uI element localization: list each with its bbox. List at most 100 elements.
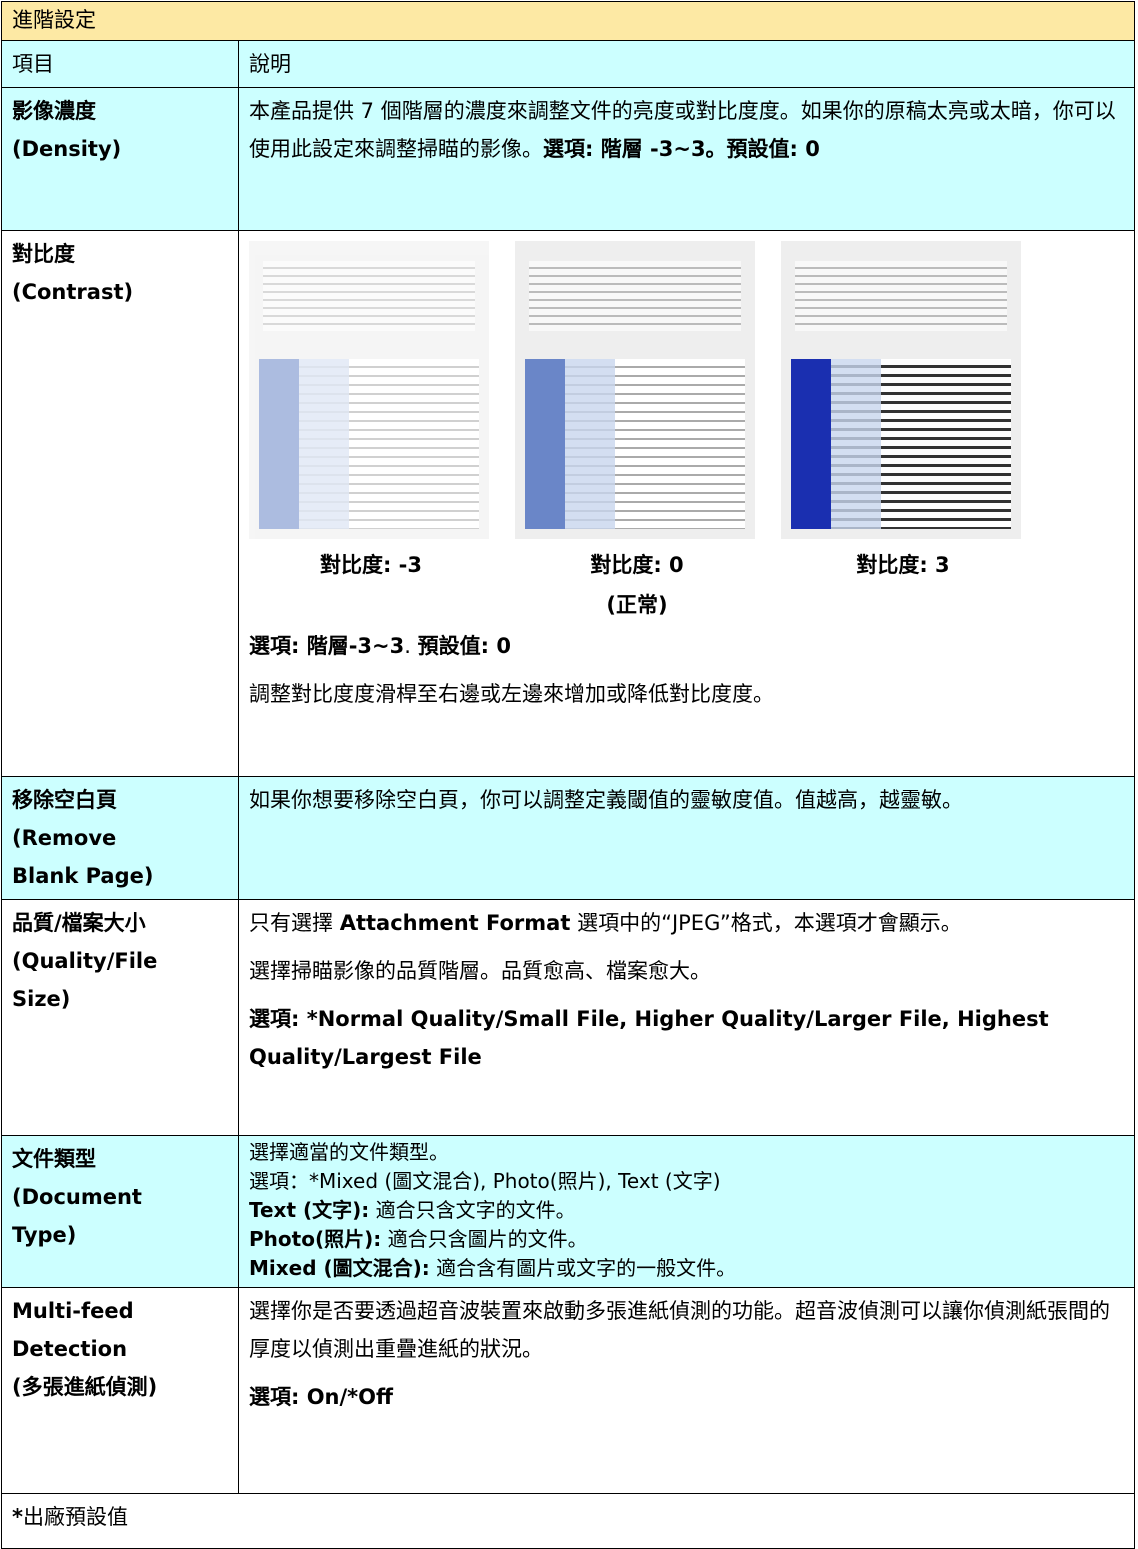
text-run: 選擇你是否要透過超音波裝置來啟動多張進紙偵測的功能。超音波偵測可以讓你偵測紙張間…	[249, 1299, 1110, 1361]
item-label: Type)	[12, 1223, 77, 1247]
scan-image	[515, 241, 755, 539]
text-run: 適合只含圖片的文件。	[381, 1227, 588, 1251]
item-row: 移除空白頁 (Remove Blank Page) 如果你想要移除空白頁，你可以調整定…	[1, 776, 1135, 900]
scan-detail	[795, 261, 1007, 331]
paragraph: 如果你想要移除空白頁，你可以調整定義閾值的靈敏度值。值越高，越靈敏。	[249, 781, 1126, 819]
text-run: Photo(照片):	[249, 1227, 382, 1251]
text-run: Mixed (圖文混合):	[249, 1256, 430, 1280]
scan-detail	[525, 359, 565, 529]
item-label: Multi-feed	[12, 1299, 134, 1323]
text-run: 選擇適當的文件類型。	[249, 1140, 449, 1164]
footer-cell: *出廠預設值	[1, 1493, 1135, 1549]
item-cell: 移除空白頁 (Remove Blank Page)	[1, 776, 239, 900]
paragraph: 選擇適當的文件類型。	[249, 1138, 1126, 1167]
description-cell: 如果你想要移除空白頁，你可以調整定義閾值的靈敏度值。值越高，越靈敏。	[238, 776, 1135, 900]
paragraph: Mixed (圖文混合): 適合含有圖片或文字的一般文件。	[249, 1254, 1126, 1283]
item-label: Size)	[12, 987, 71, 1011]
item-label: (Remove	[12, 826, 117, 850]
scan-detail	[263, 261, 475, 331]
paragraph: 選項: 階層-3~3. 預設值: 0	[249, 627, 1126, 665]
text-run: 本產品提供 7 個階層的濃度來調整文件的亮度或對比度度。如果你的原稿太亮或太暗，…	[249, 99, 1116, 161]
item-row: 品質/檔案大小 (Quality/File Size) 只有選擇 Attachment…	[1, 899, 1135, 1136]
text-run: 出廠預設值	[22, 1505, 128, 1529]
description-cell: 選擇你是否要透過超音波裝置來啟動多張進紙偵測的功能。超音波偵測可以讓你偵測紙張間…	[238, 1287, 1135, 1494]
scan-detail	[259, 359, 299, 529]
text-run: 選項: On/*Off	[249, 1385, 394, 1409]
figure: 對比度: -3	[249, 241, 493, 625]
text-run: Attachment Format	[339, 911, 571, 935]
item-row: 文件類型 (Document Type) 選擇適當的文件類型。選項：*Mixed (圖…	[1, 1135, 1135, 1288]
paragraph: 選項: *Normal Quality/Small File, Higher Q…	[249, 1000, 1126, 1076]
item-label: (Density)	[12, 137, 122, 161]
paragraph: Photo(照片): 適合只含圖片的文件。	[249, 1225, 1126, 1254]
scan-image	[781, 241, 1021, 539]
text-run: Text (文字):	[249, 1198, 370, 1222]
item-cell: 對比度 (Contrast)	[1, 230, 239, 777]
description-cell: 本產品提供 7 個階層的濃度來調整文件的亮度或對比度度。如果你的原稿太亮或太暗，…	[238, 87, 1135, 231]
caption: 對比度: 0	[590, 553, 684, 577]
scan-image	[249, 241, 489, 539]
paragraph: 本產品提供 7 個階層的濃度來調整文件的亮度或對比度度。如果你的原稿太亮或太暗，…	[249, 92, 1126, 168]
caption: 對比度: -3	[319, 553, 423, 577]
item-label: 品質/檔案大小	[12, 911, 146, 935]
title-cell: 進階設定	[1, 1, 1135, 41]
scan-detail	[791, 359, 831, 529]
text-run: 調整對比度度滑桿至右邊或左邊來增加或降低對比度度。	[249, 682, 774, 706]
scan-detail	[831, 359, 881, 529]
figure: 對比度: 0 (正常)	[515, 241, 759, 625]
text-run: *	[12, 1505, 23, 1529]
text-run: 選項: *Normal Quality/Small File, Higher Q…	[249, 1007, 1049, 1069]
text-run: 如果你想要移除空白頁，你可以調整定義閾值的靈敏度值。值越高，越靈敏。	[249, 788, 963, 812]
description-cell: 對比度: -3 對比度: 0 (正常) 對比度: 3 選項: 階層-3~3. 預設值: …	[238, 230, 1135, 777]
item-row: Multi-feed Detection (多張進紙偵測) 選擇你是否要透過超音波裝置…	[1, 1287, 1135, 1494]
column-header: 說明	[238, 40, 1135, 88]
item-label: (Contrast)	[12, 280, 134, 304]
text-run: 選項: 階層-3~3	[249, 634, 405, 658]
item-label: (Document	[12, 1185, 142, 1209]
item-cell: Multi-feed Detection (多張進紙偵測)	[1, 1287, 239, 1494]
footer-row: *出廠預設值	[1, 1493, 1135, 1549]
caption: 對比度: 3	[856, 553, 950, 577]
item-label: Detection	[12, 1337, 128, 1361]
item-label: 移除空白頁	[12, 788, 117, 812]
item-row: 對比度 (Contrast) 對比度: -3 對比度: 0 (正常) 對比度: 3 選項: …	[1, 230, 1135, 777]
item-label: (Quality/File	[12, 949, 158, 973]
item-label: (多張進紙偵測)	[12, 1375, 158, 1399]
scan-detail	[529, 261, 741, 331]
item-label: 文件類型	[12, 1147, 96, 1171]
text-run: 適合含有圖片或文字的一般文件。	[429, 1256, 737, 1280]
column-header-row: 項目 說明	[1, 40, 1135, 88]
scan-detail	[299, 359, 349, 529]
paragraph: Text (文字): 適合只含文字的文件。	[249, 1196, 1126, 1225]
item-label: Blank Page)	[12, 864, 154, 888]
text-run: .	[404, 634, 418, 658]
item-cell: 品質/檔案大小 (Quality/File Size)	[1, 899, 239, 1136]
item-label: 影像濃度	[12, 99, 96, 123]
image-row: 對比度: -3 對比度: 0 (正常) 對比度: 3	[249, 241, 1126, 625]
text-run: 只有選擇	[249, 911, 340, 935]
paragraph: 只有選擇 Attachment Format 選項中的“JPEG”格式，本選項才…	[249, 904, 1126, 942]
caption: (正常)	[606, 593, 668, 617]
text-run: 選項: 階層 -3~3。預設值: 0	[543, 137, 820, 161]
description-cell: 選擇適當的文件類型。選項：*Mixed (圖文混合), Photo(照片), T…	[238, 1135, 1135, 1288]
text-run: 選項：*Mixed (圖文混合), Photo(照片), Text (文字)	[249, 1169, 721, 1193]
text-run: 選擇掃瞄影像的品質階層。品質愈高、檔案愈大。	[249, 959, 711, 983]
scan-detail	[565, 359, 615, 529]
text-run: 選項中的“JPEG”格式，本選項才會顯示。	[570, 911, 962, 935]
item-cell: 文件類型 (Document Type)	[1, 1135, 239, 1288]
paragraph: 選擇掃瞄影像的品質階層。品質愈高、檔案愈大。	[249, 952, 1126, 990]
paragraph: 選項：*Mixed (圖文混合), Photo(照片), Text (文字)	[249, 1167, 1126, 1196]
text-run: 預設值: 0	[417, 634, 511, 658]
description-cell: 只有選擇 Attachment Format 選項中的“JPEG”格式，本選項才…	[238, 899, 1135, 1136]
paragraph: 調整對比度度滑桿至右邊或左邊來增加或降低對比度度。	[249, 675, 1126, 713]
text-run: 適合只含文字的文件。	[369, 1198, 576, 1222]
paragraph: 選項: On/*Off	[249, 1378, 1126, 1416]
item-label: 對比度	[12, 242, 75, 266]
column-header: 項目	[1, 40, 239, 88]
figure: 對比度: 3	[781, 241, 1025, 625]
title-row: 進階設定	[1, 1, 1135, 41]
item-row: 影像濃度 (Density) 本產品提供 7 個階層的濃度來調整文件的亮度或對比度度…	[1, 87, 1135, 231]
